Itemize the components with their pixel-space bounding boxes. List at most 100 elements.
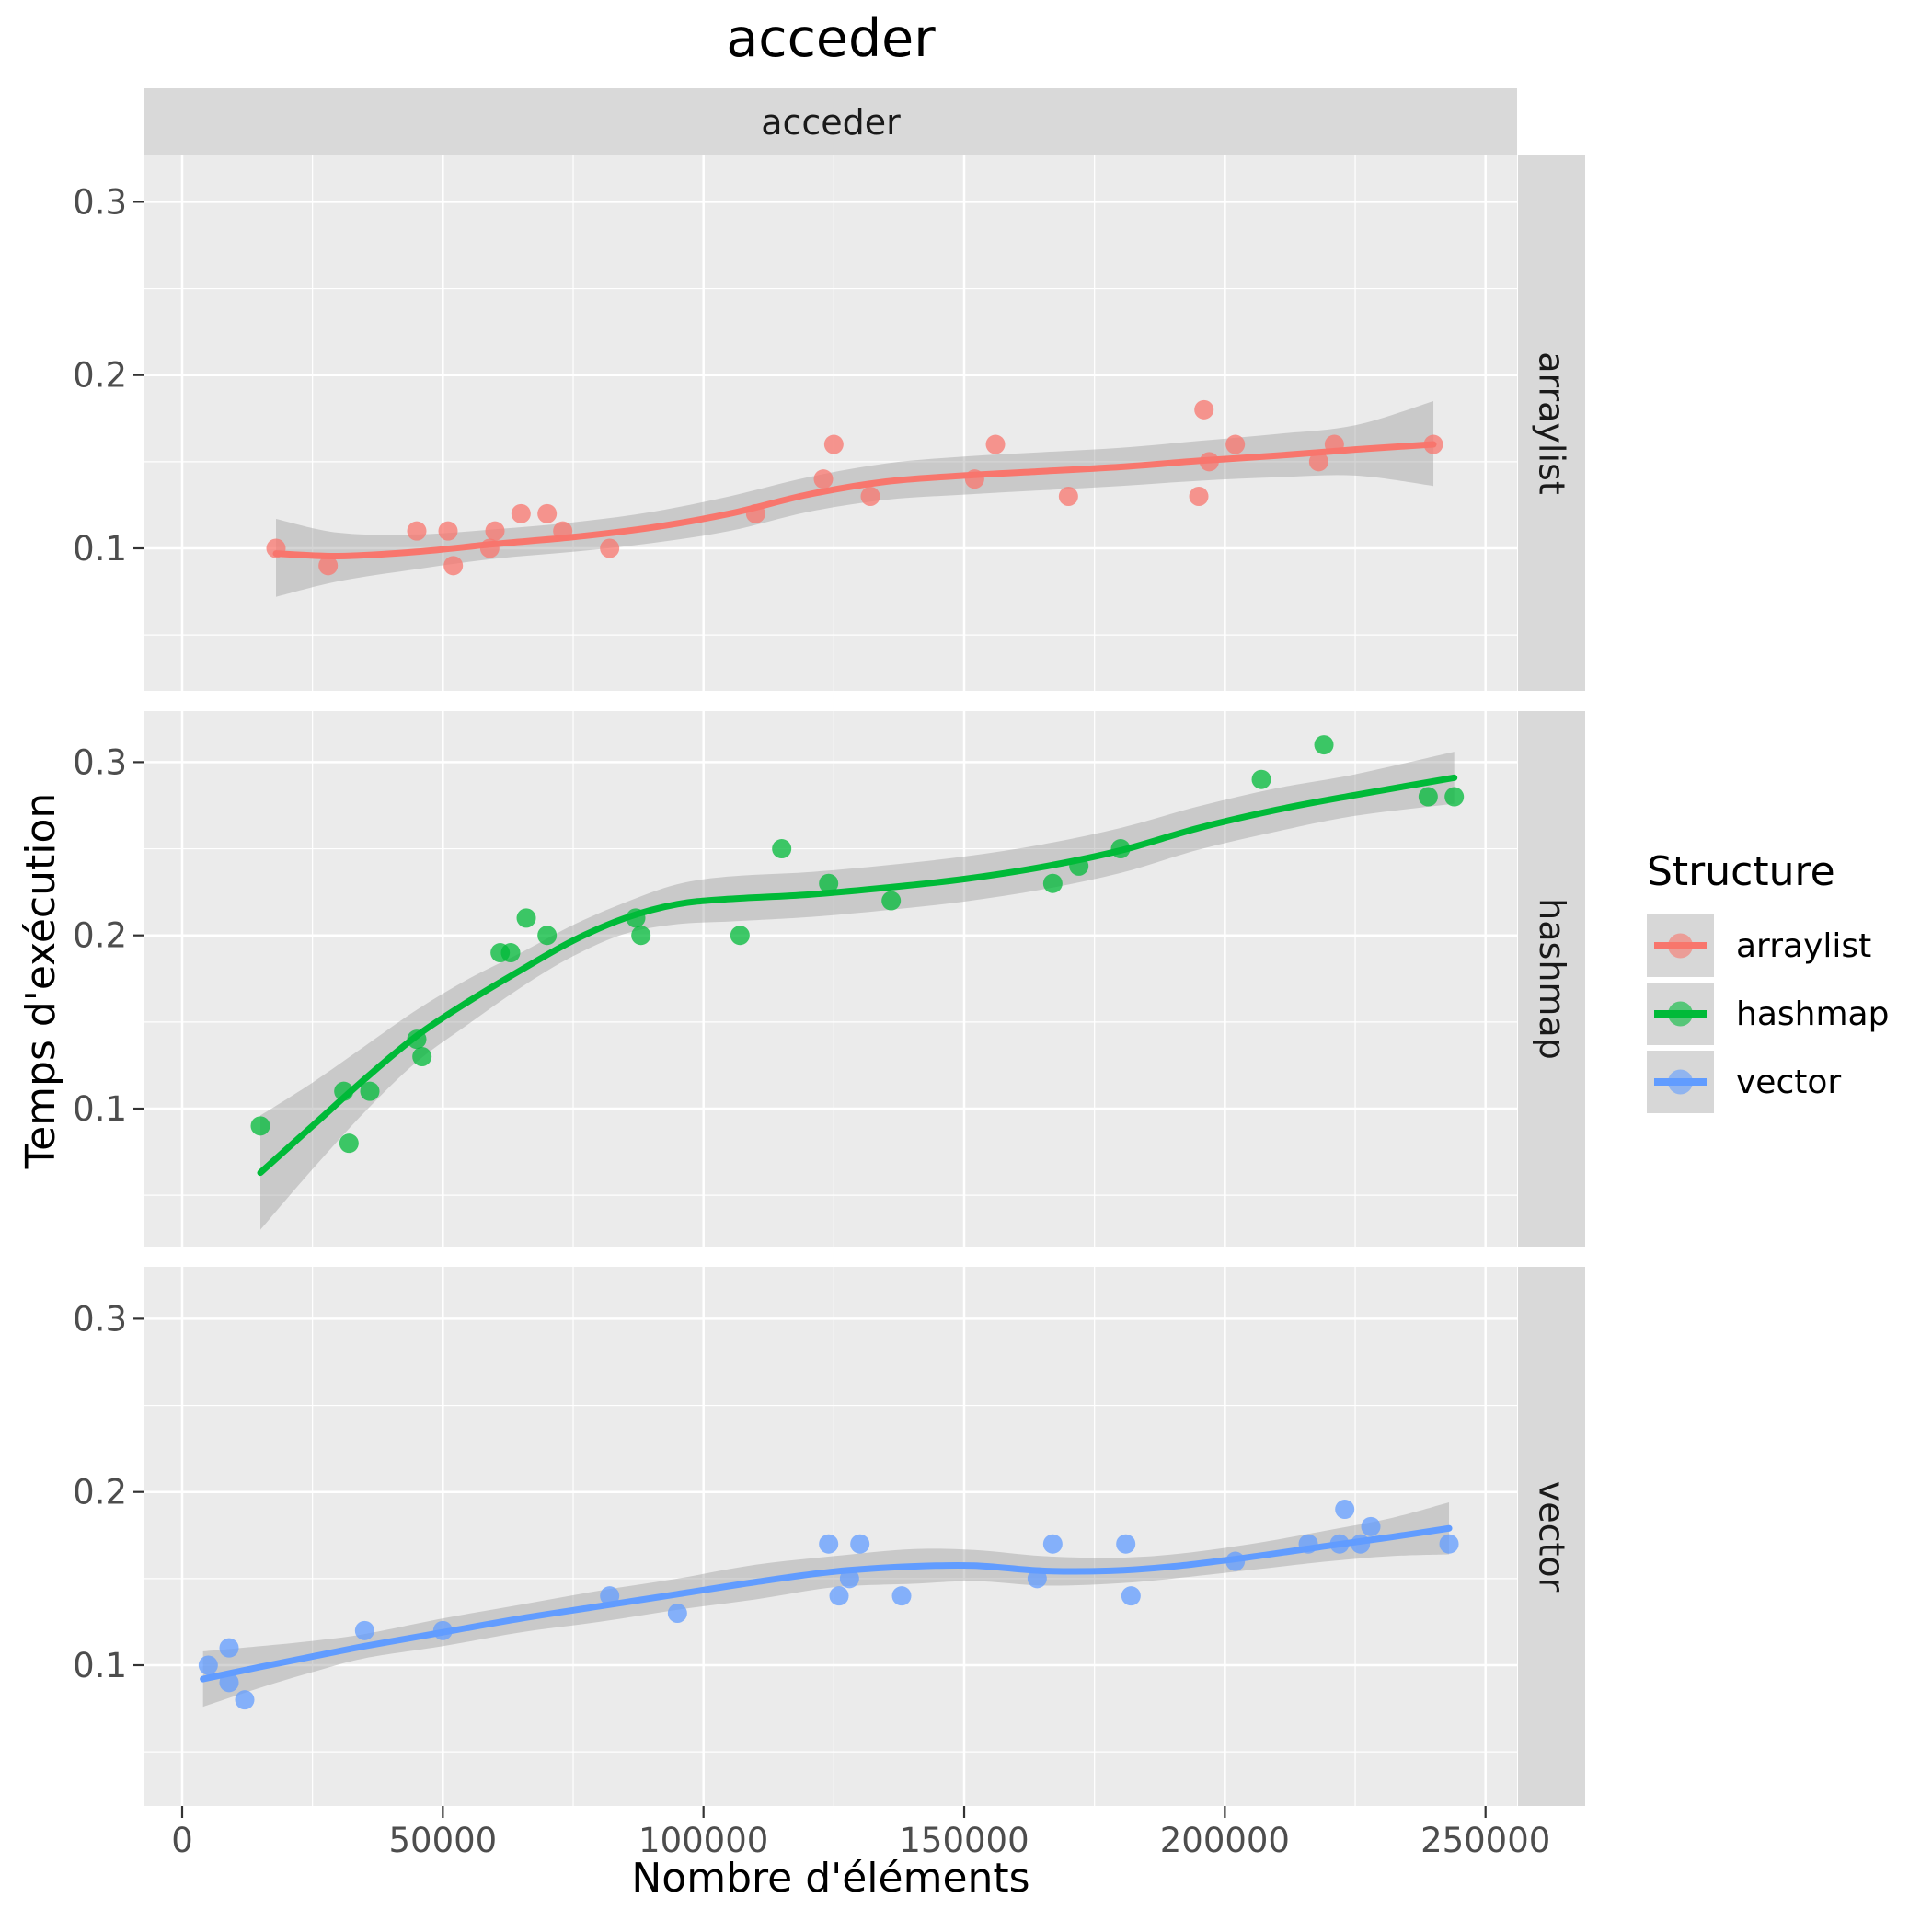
data-point-vector [354, 1620, 374, 1640]
data-point-hashmap [500, 943, 521, 963]
data-point-arraylist [1324, 434, 1344, 454]
data-point-arraylist [318, 556, 339, 576]
facet-strip-right-label: vector [1531, 1480, 1572, 1593]
x-tick-label: 200000 [1160, 1821, 1290, 1860]
data-point-hashmap [1444, 787, 1465, 807]
data-point-vector [1116, 1534, 1136, 1554]
y-tick-label: 0.3 [73, 742, 127, 782]
data-point-arraylist [1199, 452, 1219, 472]
legend-key-swatch [1647, 983, 1714, 1045]
data-point-vector [1351, 1534, 1371, 1554]
data-point-hashmap [334, 1081, 354, 1101]
legend-key-swatch [1647, 914, 1714, 977]
legend-title: Structure [1647, 848, 1835, 895]
legend-item-vector: vector [1647, 1051, 1889, 1113]
x-tick-label: 150000 [899, 1821, 1029, 1860]
data-point-hashmap [360, 1081, 380, 1101]
data-point-arraylist [1194, 399, 1214, 420]
data-point-hashmap [516, 908, 536, 928]
data-point-vector [839, 1569, 859, 1589]
data-point-vector [1335, 1500, 1355, 1520]
legend-point [1668, 933, 1693, 959]
legend-key-swatch [1647, 1051, 1714, 1113]
data-point-hashmap [772, 839, 792, 859]
panel-arraylist [144, 155, 1517, 691]
data-point-hashmap [1110, 839, 1131, 859]
data-point-vector [1439, 1534, 1459, 1554]
data-point-hashmap [631, 926, 651, 946]
data-point-hashmap [1418, 787, 1438, 807]
data-point-vector [1329, 1534, 1350, 1554]
data-point-arraylist [985, 434, 1006, 454]
data-point-vector [891, 1586, 912, 1606]
data-point-arraylist [511, 503, 531, 523]
data-point-arraylist [1423, 434, 1443, 454]
data-point-arraylist [823, 434, 844, 454]
legend-item-arraylist: arraylist [1647, 914, 1889, 977]
x-axis-title: Nombre d'éléments [631, 1855, 1030, 1902]
data-point-arraylist [1308, 452, 1328, 472]
legend-label: arraylist [1736, 926, 1872, 965]
data-point-hashmap [339, 1133, 359, 1154]
data-point-vector [667, 1604, 687, 1624]
y-tick-label: 0.2 [73, 916, 127, 956]
data-point-hashmap [819, 873, 839, 893]
data-point-arraylist [266, 538, 286, 558]
data-point-vector [1298, 1534, 1318, 1554]
smooth-line-vector [200, 1524, 1453, 1683]
data-point-vector [219, 1638, 239, 1658]
page-title: acceder [726, 8, 936, 69]
data-point-hashmap [1314, 735, 1334, 755]
data-point-arraylist [479, 538, 500, 558]
x-tick-label: 250000 [1420, 1821, 1550, 1860]
y-tick-label: 0.2 [73, 356, 127, 396]
panel-hashmap [144, 711, 1517, 1247]
data-point-arraylist [1225, 434, 1246, 454]
data-point-arraylist [860, 487, 880, 507]
y-tick-label: 0.3 [73, 1299, 127, 1339]
data-point-hashmap [730, 926, 750, 946]
data-point-vector [1027, 1569, 1047, 1589]
data-point-arraylist [553, 521, 573, 541]
data-point-vector [432, 1620, 453, 1640]
data-point-arraylist [600, 538, 620, 558]
data-point-vector [219, 1673, 239, 1693]
data-point-vector [1042, 1534, 1063, 1554]
facet-strip-right-label: hashmap [1531, 898, 1572, 1060]
data-point-hashmap [1042, 873, 1063, 893]
y-tick-label: 0.2 [73, 1473, 127, 1512]
data-point-vector [600, 1586, 620, 1606]
x-tick-label: 0 [171, 1821, 193, 1860]
facet-strip-right-hashmap: hashmap [1518, 711, 1585, 1247]
y-tick-label: 0.1 [73, 1646, 127, 1685]
x-tick-label: 50000 [388, 1821, 497, 1860]
data-point-hashmap [250, 1116, 270, 1136]
data-point-hashmap [412, 1047, 432, 1067]
smooth-line-arraylist [272, 441, 1437, 559]
data-point-hashmap [407, 1029, 427, 1050]
x-tick-label: 100000 [638, 1821, 768, 1860]
data-point-vector [235, 1690, 255, 1710]
legend-label: hashmap [1736, 995, 1890, 1033]
data-point-hashmap [537, 926, 558, 946]
data-point-arraylist [745, 503, 765, 523]
data-point-arraylist [537, 503, 558, 523]
data-point-vector [1121, 1586, 1141, 1606]
data-point-vector [1225, 1551, 1246, 1571]
legend-item-hashmap: hashmap [1647, 983, 1889, 1045]
legend: Structure arraylist hashmap vector [1647, 852, 1889, 1119]
data-point-arraylist [1189, 487, 1209, 507]
facet-strip-right-arraylist: arraylist [1518, 155, 1585, 691]
data-point-vector [198, 1655, 218, 1675]
y-axis-title: Temps d'exécution [17, 792, 64, 1169]
legend-point [1668, 1069, 1693, 1095]
facet-strip-top: acceder [144, 88, 1517, 155]
data-point-hashmap [1251, 769, 1271, 789]
data-point-arraylist [1058, 487, 1078, 507]
facet-strip-right-vector: vector [1518, 1267, 1585, 1806]
data-point-arraylist [813, 469, 834, 489]
y-tick-label: 0.1 [73, 1089, 127, 1129]
data-point-arraylist [964, 469, 984, 489]
